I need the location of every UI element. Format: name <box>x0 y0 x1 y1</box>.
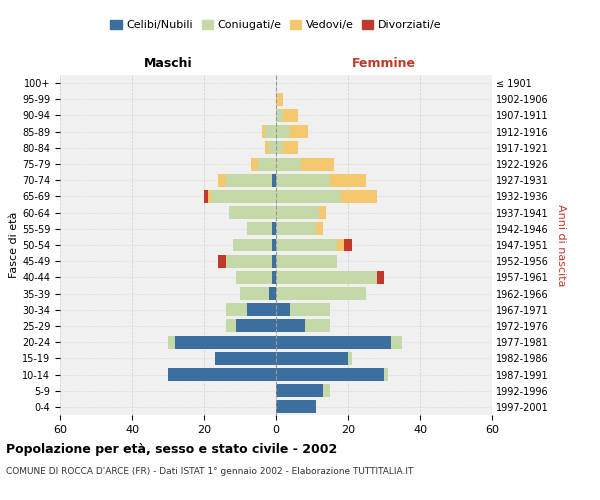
Bar <box>276 109 283 122</box>
Bar <box>276 174 330 186</box>
Bar <box>269 287 276 300</box>
Bar <box>226 304 247 316</box>
Bar <box>305 320 330 332</box>
Bar <box>276 222 316 235</box>
Bar <box>276 368 384 381</box>
Bar <box>272 222 276 235</box>
Bar <box>215 352 276 365</box>
Bar <box>276 400 316 413</box>
Bar <box>226 174 272 186</box>
Text: Femmine: Femmine <box>352 57 416 70</box>
Bar <box>236 271 272 284</box>
Bar <box>233 238 272 252</box>
Bar <box>258 158 276 170</box>
Bar <box>236 320 276 332</box>
Bar <box>240 287 269 300</box>
Bar <box>319 206 326 219</box>
Bar <box>218 174 226 186</box>
Bar <box>247 304 276 316</box>
Bar <box>265 142 269 154</box>
Bar <box>276 352 348 365</box>
Bar <box>272 238 276 252</box>
Bar <box>276 238 337 252</box>
Bar <box>272 174 276 186</box>
Bar <box>344 238 352 252</box>
Bar <box>276 384 323 397</box>
Bar <box>283 109 298 122</box>
Bar <box>262 125 265 138</box>
Bar <box>211 190 276 203</box>
Bar <box>276 254 337 268</box>
Bar <box>276 271 377 284</box>
Bar <box>168 336 175 348</box>
Bar <box>168 368 276 381</box>
Bar <box>290 125 308 138</box>
Bar <box>276 304 290 316</box>
Bar <box>272 254 276 268</box>
Bar <box>208 190 211 203</box>
Bar <box>283 142 298 154</box>
Y-axis label: Anni di nascita: Anni di nascita <box>556 204 566 286</box>
Bar <box>247 222 272 235</box>
Text: COMUNE DI ROCCA D'ARCE (FR) - Dati ISTAT 1° gennaio 2002 - Elaborazione TUTTITAL: COMUNE DI ROCCA D'ARCE (FR) - Dati ISTAT… <box>6 468 413 476</box>
Bar <box>330 174 366 186</box>
Bar <box>348 352 352 365</box>
Y-axis label: Fasce di età: Fasce di età <box>9 212 19 278</box>
Text: Maschi: Maschi <box>143 57 193 70</box>
Bar <box>276 336 391 348</box>
Bar <box>341 190 377 203</box>
Bar <box>276 287 366 300</box>
Bar <box>175 336 276 348</box>
Bar <box>276 125 290 138</box>
Bar <box>269 142 276 154</box>
Bar <box>251 158 258 170</box>
Bar <box>290 304 330 316</box>
Bar <box>276 142 283 154</box>
Bar <box>384 368 388 381</box>
Bar <box>276 190 341 203</box>
Bar <box>272 271 276 284</box>
Bar <box>323 384 330 397</box>
Bar <box>276 320 305 332</box>
Bar <box>226 320 236 332</box>
Bar <box>377 271 384 284</box>
Bar <box>204 190 208 203</box>
Bar <box>229 206 276 219</box>
Bar <box>301 158 334 170</box>
Bar <box>276 158 301 170</box>
Bar <box>391 336 402 348</box>
Bar <box>276 93 283 106</box>
Bar <box>276 206 319 219</box>
Bar <box>337 238 344 252</box>
Bar <box>265 125 276 138</box>
Legend: Celibi/Nubili, Coniugati/e, Vedovi/e, Divorziati/e: Celibi/Nubili, Coniugati/e, Vedovi/e, Di… <box>106 16 446 35</box>
Bar <box>226 254 272 268</box>
Bar <box>316 222 323 235</box>
Text: Popolazione per età, sesso e stato civile - 2002: Popolazione per età, sesso e stato civil… <box>6 442 337 456</box>
Bar <box>218 254 226 268</box>
